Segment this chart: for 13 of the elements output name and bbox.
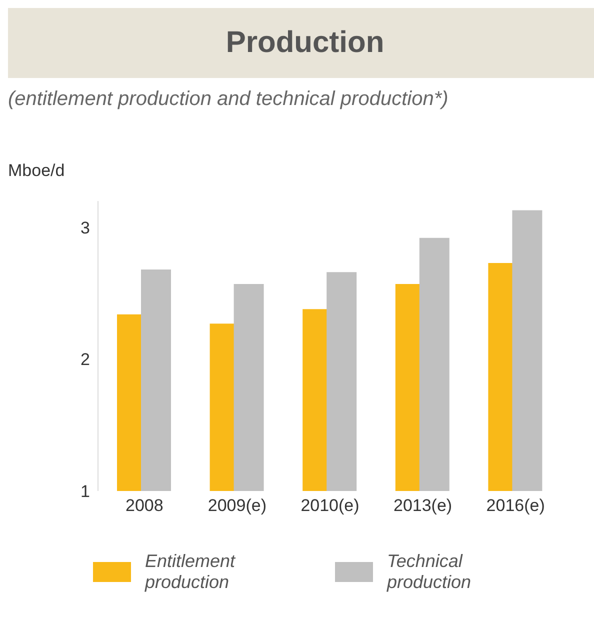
x-tick-label: 2016(e) [486,496,545,516]
chart-subtitle: (entitlement production and technical production*) [8,88,450,111]
y-tick-label: 2 [80,350,90,370]
x-tick-label: 2009(e) [208,496,267,516]
x-tick-label: 2010(e) [300,496,360,516]
x-tick-label: 2008 [125,496,164,516]
y-tick-label: 3 [80,218,90,238]
chart-title: Production [8,8,594,78]
x-tick-label: 2013(e) [393,496,452,516]
y-axis-title: Mboe/d [8,161,66,181]
legend-label: Entitlement production [145,551,236,593]
legend-label: Technical production [387,551,472,593]
y-tick-label: 1 [80,482,90,502]
